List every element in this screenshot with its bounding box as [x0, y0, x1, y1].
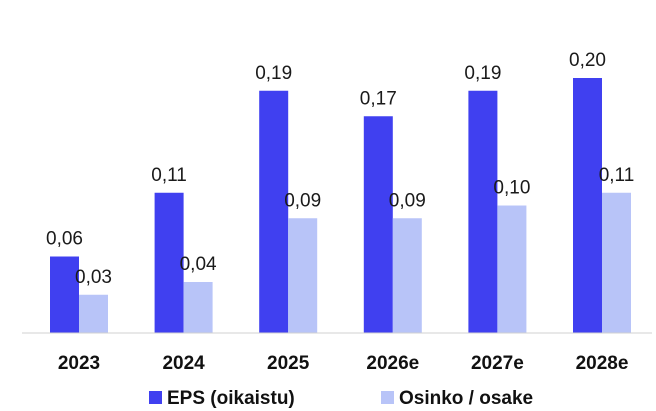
category-label-2025: 2025 [267, 353, 310, 374]
bar-eps-2023 [50, 256, 79, 333]
bars-layer [50, 78, 631, 333]
legend-swatch-osinko [381, 391, 394, 404]
legend: EPS (oikaistu) Osinko / osake [149, 388, 533, 409]
bar-osinko-2023 [79, 294, 108, 333]
legend-label-eps: EPS (oikaistu) [167, 388, 295, 409]
value-label-eps-2023: 0,06 [46, 229, 83, 250]
category-label-2026e: 2026e [366, 353, 419, 374]
bar-eps-2024 [154, 192, 184, 333]
value-label-eps-2026e: 0,17 [360, 88, 397, 109]
value-label-eps-2024: 0,11 [151, 165, 187, 186]
value-label-osinko-2023: 0,03 [75, 267, 112, 288]
bar-eps-2028e [573, 78, 602, 333]
bar-osinko-2027e [497, 205, 527, 333]
value-labels-layer: 0,06 0,03 0,11 0,04 0,19 0,09 0,17 0,09 0,19 0,10… [46, 50, 634, 288]
value-label-eps-2025: 0,19 [255, 63, 292, 84]
value-label-eps-2027e: 0,19 [464, 63, 501, 84]
bar-osinko-2024 [183, 282, 213, 333]
value-label-osinko-2025: 0,09 [284, 190, 321, 211]
bar-osinko-2025 [288, 218, 318, 333]
legend-label-osinko: Osinko / osake [399, 388, 533, 409]
bar-eps-2026e [363, 116, 393, 333]
value-label-osinko-2026e: 0,09 [389, 190, 426, 211]
bar-eps-2025 [259, 90, 289, 333]
category-label-2024: 2024 [162, 353, 205, 374]
category-label-2027e: 2027e [471, 353, 524, 374]
value-label-osinko-2028e: 0,11 [599, 165, 635, 186]
category-label-2023: 2023 [58, 353, 100, 374]
value-label-eps-2028e: 0,20 [569, 50, 606, 71]
category-label-2028e: 2028e [576, 353, 629, 374]
value-label-osinko-2024: 0,04 [180, 254, 217, 275]
bar-eps-2027e [468, 90, 498, 333]
legend-swatch-eps [149, 391, 162, 404]
bar-osinko-2026e [392, 218, 422, 333]
value-label-osinko-2027e: 0,10 [493, 178, 530, 199]
category-labels-layer: 2023 2024 2025 2026e 2027e 2028e [58, 353, 629, 374]
bar-osinko-2028e [602, 192, 631, 333]
